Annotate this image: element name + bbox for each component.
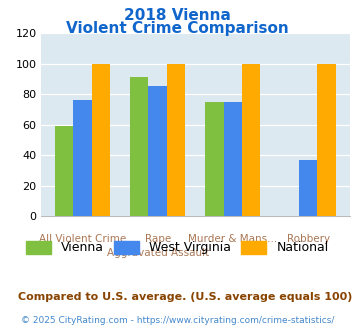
Text: 2018 Vienna: 2018 Vienna bbox=[124, 8, 231, 23]
Bar bbox=[224, 102, 242, 216]
Bar bbox=[242, 63, 261, 216]
Bar bbox=[317, 63, 335, 216]
Text: All Violent Crime: All Violent Crime bbox=[39, 234, 126, 244]
Text: Compared to U.S. average. (U.S. average equals 100): Compared to U.S. average. (U.S. average … bbox=[18, 292, 352, 302]
Text: Rape: Rape bbox=[144, 234, 171, 244]
Bar bbox=[130, 77, 148, 216]
Text: Violent Crime Comparison: Violent Crime Comparison bbox=[66, 21, 289, 36]
Bar bbox=[148, 86, 167, 216]
Text: © 2025 CityRating.com - https://www.cityrating.com/crime-statistics/: © 2025 CityRating.com - https://www.city… bbox=[21, 316, 334, 325]
Bar bbox=[167, 63, 185, 216]
Bar bbox=[73, 100, 92, 216]
Text: Aggravated Assault: Aggravated Assault bbox=[106, 248, 209, 258]
Text: Murder & Mans...: Murder & Mans... bbox=[188, 234, 278, 244]
Legend: Vienna, West Virginia, National: Vienna, West Virginia, National bbox=[21, 236, 334, 259]
Bar bbox=[55, 126, 73, 216]
Text: Robbery: Robbery bbox=[286, 234, 330, 244]
Bar bbox=[299, 160, 317, 216]
Bar bbox=[92, 63, 110, 216]
Bar bbox=[205, 102, 224, 216]
